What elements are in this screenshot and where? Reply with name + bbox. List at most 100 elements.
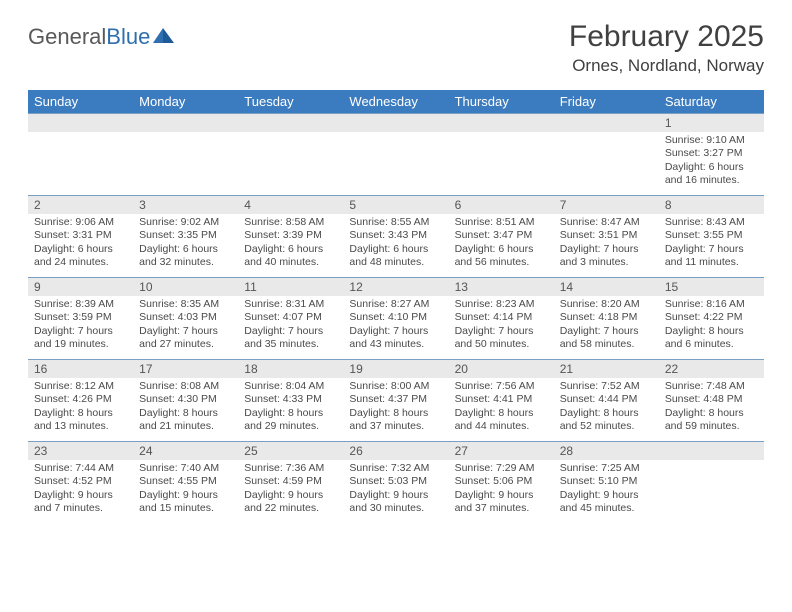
calendar-day-cell: 25Sunrise: 7:36 AMSunset: 4:59 PMDayligh… <box>238 442 343 524</box>
day-details: Sunrise: 7:40 AMSunset: 4:55 PMDaylight:… <box>133 460 238 520</box>
day-number: 6 <box>449 196 554 214</box>
daylight-line: Daylight: 7 hours and 19 minutes. <box>34 325 127 352</box>
month-title: February 2025 <box>569 20 764 54</box>
day-number: 2 <box>28 196 133 214</box>
calendar-day-cell <box>238 114 343 196</box>
daylight-line: Daylight: 8 hours and 52 minutes. <box>560 407 653 434</box>
sunset-line: Sunset: 5:06 PM <box>455 475 548 488</box>
calendar-day-cell: 7Sunrise: 8:47 AMSunset: 3:51 PMDaylight… <box>554 196 659 278</box>
calendar-day-cell <box>343 114 448 196</box>
daylight-line: Daylight: 6 hours and 16 minutes. <box>665 161 758 188</box>
sunrise-line: Sunrise: 9:10 AM <box>665 134 758 147</box>
sunrise-line: Sunrise: 7:29 AM <box>455 462 548 475</box>
day-number: 22 <box>659 360 764 378</box>
day-number: 23 <box>28 442 133 460</box>
daylight-line: Daylight: 7 hours and 43 minutes. <box>349 325 442 352</box>
day-number: 16 <box>28 360 133 378</box>
day-details: Sunrise: 8:16 AMSunset: 4:22 PMDaylight:… <box>659 296 764 356</box>
day-number: 5 <box>343 196 448 214</box>
calendar-day-cell: 26Sunrise: 7:32 AMSunset: 5:03 PMDayligh… <box>343 442 448 524</box>
daylight-line: Daylight: 6 hours and 40 minutes. <box>244 243 337 270</box>
calendar-day-cell: 1Sunrise: 9:10 AMSunset: 3:27 PMDaylight… <box>659 114 764 196</box>
day-number: 27 <box>449 442 554 460</box>
sunset-line: Sunset: 3:47 PM <box>455 229 548 242</box>
sunset-line: Sunset: 4:30 PM <box>139 393 232 406</box>
sunset-line: Sunset: 4:26 PM <box>34 393 127 406</box>
calendar-day-cell: 13Sunrise: 8:23 AMSunset: 4:14 PMDayligh… <box>449 278 554 360</box>
day-number: 28 <box>554 442 659 460</box>
day-number: 21 <box>554 360 659 378</box>
daylight-line: Daylight: 9 hours and 22 minutes. <box>244 489 337 516</box>
sunrise-line: Sunrise: 8:08 AM <box>139 380 232 393</box>
sunset-line: Sunset: 3:39 PM <box>244 229 337 242</box>
day-number: 10 <box>133 278 238 296</box>
calendar-day-cell: 17Sunrise: 8:08 AMSunset: 4:30 PMDayligh… <box>133 360 238 442</box>
daylight-line: Daylight: 9 hours and 7 minutes. <box>34 489 127 516</box>
day-number: 7 <box>554 196 659 214</box>
column-header: Thursday <box>449 90 554 114</box>
sunset-line: Sunset: 5:03 PM <box>349 475 442 488</box>
sunset-line: Sunset: 4:03 PM <box>139 311 232 324</box>
day-number: 26 <box>343 442 448 460</box>
day-number <box>133 114 238 132</box>
calendar-day-cell: 28Sunrise: 7:25 AMSunset: 5:10 PMDayligh… <box>554 442 659 524</box>
calendar-day-cell: 24Sunrise: 7:40 AMSunset: 4:55 PMDayligh… <box>133 442 238 524</box>
day-details: Sunrise: 7:36 AMSunset: 4:59 PMDaylight:… <box>238 460 343 520</box>
sunrise-line: Sunrise: 8:16 AM <box>665 298 758 311</box>
calendar-day-cell: 16Sunrise: 8:12 AMSunset: 4:26 PMDayligh… <box>28 360 133 442</box>
day-number: 11 <box>238 278 343 296</box>
sunrise-line: Sunrise: 9:02 AM <box>139 216 232 229</box>
day-number: 15 <box>659 278 764 296</box>
calendar-day-cell: 8 Sunrise: 8:43 AMSunset: 3:55 PMDaylight… <box>659 196 764 278</box>
calendar-header-row: SundayMondayTuesdayWednesdayThursdayFrid… <box>28 90 764 114</box>
day-details: Sunrise: 9:06 AMSunset: 3:31 PMDaylight:… <box>28 214 133 274</box>
logo-mark-icon <box>153 24 175 50</box>
sunset-line: Sunset: 3:55 PM <box>665 229 758 242</box>
daylight-line: Daylight: 9 hours and 15 minutes. <box>139 489 232 516</box>
daylight-line: Daylight: 7 hours and 11 minutes. <box>665 243 758 270</box>
daylight-line: Daylight: 7 hours and 3 minutes. <box>560 243 653 270</box>
day-details: Sunrise: 7:25 AMSunset: 5:10 PMDaylight:… <box>554 460 659 520</box>
day-number <box>659 442 764 460</box>
sunrise-line: Sunrise: 8:39 AM <box>34 298 127 311</box>
daylight-line: Daylight: 8 hours and 37 minutes. <box>349 407 442 434</box>
day-details: Sunrise: 8:20 AMSunset: 4:18 PMDaylight:… <box>554 296 659 356</box>
sunset-line: Sunset: 4:07 PM <box>244 311 337 324</box>
calendar-day-cell: 2Sunrise: 9:06 AMSunset: 3:31 PMDaylight… <box>28 196 133 278</box>
column-header: Monday <box>133 90 238 114</box>
calendar-day-cell: 14Sunrise: 8:20 AMSunset: 4:18 PMDayligh… <box>554 278 659 360</box>
day-number: 24 <box>133 442 238 460</box>
daylight-line: Daylight: 8 hours and 29 minutes. <box>244 407 337 434</box>
calendar-day-cell: 12Sunrise: 8:27 AMSunset: 4:10 PMDayligh… <box>343 278 448 360</box>
sunrise-line: Sunrise: 8:04 AM <box>244 380 337 393</box>
daylight-line: Daylight: 8 hours and 59 minutes. <box>665 407 758 434</box>
location: Ornes, Nordland, Norway <box>569 56 764 76</box>
sunrise-line: Sunrise: 7:32 AM <box>349 462 442 475</box>
day-number: 3 <box>133 196 238 214</box>
calendar-table: SundayMondayTuesdayWednesdayThursdayFrid… <box>28 90 764 524</box>
day-details: Sunrise: 7:29 AMSunset: 5:06 PMDaylight:… <box>449 460 554 520</box>
calendar-day-cell <box>659 442 764 524</box>
day-details: Sunrise: 9:02 AMSunset: 3:35 PMDaylight:… <box>133 214 238 274</box>
sunrise-line: Sunrise: 8:58 AM <box>244 216 337 229</box>
day-details: Sunrise: 7:32 AMSunset: 5:03 PMDaylight:… <box>343 460 448 520</box>
day-number: 8 <box>659 196 764 214</box>
calendar-day-cell <box>449 114 554 196</box>
day-details: Sunrise: 8:27 AMSunset: 4:10 PMDaylight:… <box>343 296 448 356</box>
sunrise-line: Sunrise: 8:12 AM <box>34 380 127 393</box>
calendar-day-cell: 10Sunrise: 8:35 AMSunset: 4:03 PMDayligh… <box>133 278 238 360</box>
day-details <box>449 132 554 138</box>
logo-text-gray: General <box>28 24 106 50</box>
calendar-day-cell: 3Sunrise: 9:02 AMSunset: 3:35 PMDaylight… <box>133 196 238 278</box>
sunrise-line: Sunrise: 8:43 AM <box>665 216 758 229</box>
sunset-line: Sunset: 3:43 PM <box>349 229 442 242</box>
day-details: Sunrise: 7:44 AMSunset: 4:52 PMDaylight:… <box>28 460 133 520</box>
sunrise-line: Sunrise: 7:48 AM <box>665 380 758 393</box>
day-number: 17 <box>133 360 238 378</box>
sunset-line: Sunset: 3:59 PM <box>34 311 127 324</box>
daylight-line: Daylight: 8 hours and 44 minutes. <box>455 407 548 434</box>
daylight-line: Daylight: 7 hours and 50 minutes. <box>455 325 548 352</box>
calendar-day-cell: 19Sunrise: 8:00 AMSunset: 4:37 PMDayligh… <box>343 360 448 442</box>
sunset-line: Sunset: 4:14 PM <box>455 311 548 324</box>
day-details: Sunrise: 8:31 AMSunset: 4:07 PMDaylight:… <box>238 296 343 356</box>
